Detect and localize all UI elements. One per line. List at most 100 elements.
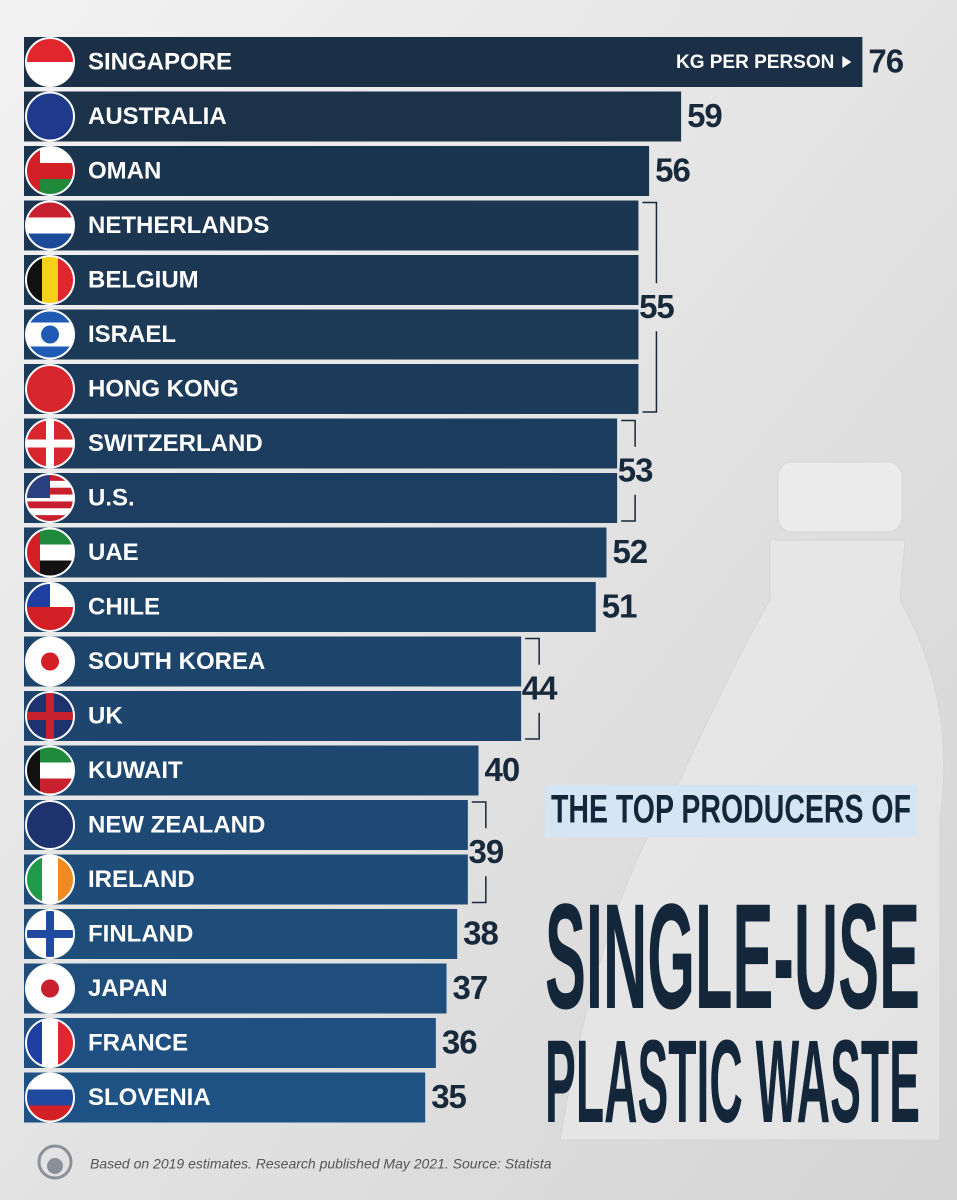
bottle <box>559 461 945 1141</box>
value-label: 39 <box>468 833 503 870</box>
flag-part <box>26 1089 74 1106</box>
value-label: 44 <box>522 669 558 706</box>
category-label: CHILE <box>88 593 160 620</box>
category-label: OMAN <box>88 157 161 184</box>
chart-title: SINGLE-USE <box>545 872 920 1040</box>
flag-ring <box>25 909 75 959</box>
category-label: KUWAIT <box>88 757 183 784</box>
flag <box>26 692 74 740</box>
flag-ring <box>25 636 75 687</box>
group-bracket <box>471 801 487 904</box>
category-label: SLOVENIA <box>88 1084 211 1111</box>
flag-part <box>26 217 74 234</box>
flag <box>26 310 74 359</box>
value-label: 40 <box>485 751 520 788</box>
flag-part <box>26 92 74 141</box>
flag-part <box>42 256 59 304</box>
bar <box>24 37 863 87</box>
flag-ring <box>25 963 75 1014</box>
value-label: 56 <box>655 152 690 189</box>
category-label: AUSTRALIA <box>88 103 227 130</box>
flag-part <box>26 712 74 720</box>
bar <box>24 909 458 959</box>
category-label: SINGAPORE <box>88 48 232 75</box>
value-label: 51 <box>602 588 637 625</box>
bar <box>24 745 479 796</box>
bar <box>24 146 650 196</box>
group-bracket <box>642 201 658 413</box>
flag-part <box>41 325 59 344</box>
bar <box>24 854 468 905</box>
value-label: 55 <box>639 288 674 325</box>
flag-part <box>42 855 59 904</box>
value-label: 36 <box>442 1024 477 1061</box>
chart-title: PLASTIC WASTE <box>545 1016 920 1148</box>
bar <box>24 309 639 360</box>
bar <box>24 418 618 469</box>
flag-part <box>42 1019 59 1067</box>
flag-ring <box>25 582 75 632</box>
flag-ring <box>25 1072 75 1123</box>
category-label: NEW ZEALAND <box>88 811 265 838</box>
annotation: KG PER PERSON <box>676 52 834 73</box>
flag <box>26 801 74 849</box>
group-bracket <box>621 419 636 522</box>
flag-ring <box>25 364 75 414</box>
flag-ring <box>25 255 75 305</box>
flag-part <box>41 979 59 998</box>
bar <box>24 800 468 850</box>
flag-ring <box>25 309 75 360</box>
title-highlight <box>545 785 917 837</box>
flag-part <box>26 365 74 413</box>
flag-ring <box>25 146 75 196</box>
category-label: JAPAN <box>88 975 168 1002</box>
flag-ring <box>25 37 75 87</box>
bar <box>24 963 447 1014</box>
group-bracket <box>525 637 540 740</box>
category-label: NETHERLANDS <box>88 212 269 239</box>
bar <box>24 691 522 741</box>
value-label: 53 <box>618 451 653 488</box>
flag <box>26 365 74 413</box>
category-label: UAE <box>88 539 139 566</box>
flag <box>26 910 74 958</box>
flag-ring <box>25 527 75 578</box>
value-label: 76 <box>868 43 903 80</box>
bar <box>24 636 522 687</box>
category-label: FRANCE <box>88 1029 188 1056</box>
flag-part <box>26 508 74 516</box>
bar <box>24 91 682 142</box>
category-label: IRELAND <box>88 866 195 893</box>
flag-ring <box>25 854 75 905</box>
value-label: 38 <box>463 915 498 952</box>
flag-ring <box>25 200 75 251</box>
flag-ring <box>25 691 75 741</box>
value-label: 59 <box>687 97 722 134</box>
category-label: BELGIUM <box>88 266 199 293</box>
flag-ring <box>25 745 75 796</box>
bar <box>24 364 639 414</box>
flag-part <box>26 515 74 522</box>
source-note: Based on 2019 estimates. Research publis… <box>90 1156 552 1172</box>
bar <box>24 1018 436 1068</box>
flag-part <box>26 439 74 448</box>
category-label: ISRAEL <box>88 321 176 348</box>
flag <box>26 92 74 141</box>
flag-ring <box>25 91 75 142</box>
bar <box>24 582 596 632</box>
category-label: U.S. <box>88 484 135 511</box>
flag-ring <box>25 418 75 469</box>
flag-part <box>26 930 74 938</box>
flag <box>26 964 74 1013</box>
flag-ring <box>25 800 75 850</box>
logo <box>37 1144 73 1180</box>
annotation-arrow <box>842 56 852 68</box>
chart-title: THE TOP PRODUCERS OF <box>551 788 911 832</box>
bar <box>24 255 639 305</box>
bar <box>24 1072 426 1123</box>
flag <box>26 419 74 468</box>
category-label: SOUTH KOREA <box>88 648 265 675</box>
value-label: 52 <box>612 533 647 570</box>
